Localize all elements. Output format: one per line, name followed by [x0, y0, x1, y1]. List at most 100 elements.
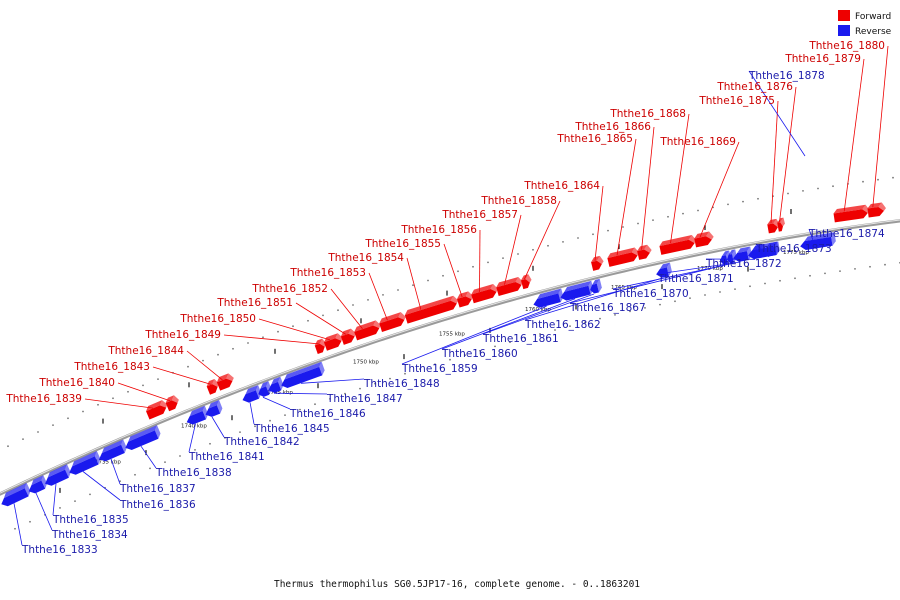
gene-arrow-side — [596, 255, 604, 265]
gene-arrow-face — [242, 390, 260, 403]
gene-arrow-top — [592, 278, 600, 285]
leader-line — [110, 458, 121, 485]
track-dots — [7, 176, 900, 530]
leader-line — [641, 126, 655, 250]
track-dot — [404, 372, 406, 375]
genome-caption: Thermus thermophilus SG0.5JP17-16, compl… — [274, 579, 640, 590]
forward-gene-arrow — [314, 338, 327, 355]
gene-arrow-top — [496, 277, 519, 288]
track-dot — [577, 237, 579, 239]
gene-arrow-side — [780, 217, 785, 227]
gene-arrow-face — [833, 209, 868, 223]
gene-arrow-side — [24, 482, 31, 497]
gene-label-ththe16-1880: Ththe16_1880 — [808, 40, 885, 52]
track-dot — [644, 307, 646, 309]
track-dot — [614, 314, 616, 316]
gene-arrow-top — [340, 328, 351, 337]
track-dot — [457, 270, 459, 273]
gene-arrow-top — [189, 405, 205, 417]
gene-arrow-top — [471, 284, 494, 295]
leader-line — [223, 334, 319, 345]
gene-arrow-side — [631, 247, 640, 256]
gene-arrow-side — [171, 395, 179, 403]
gene-arrow-face — [637, 249, 650, 260]
kbp-label: 1775 kbp — [783, 250, 809, 256]
gene-arrow-face — [733, 251, 749, 262]
gene-arrow-side — [373, 320, 381, 329]
track-dot — [322, 314, 324, 317]
forward-gene-arrow — [404, 295, 459, 324]
gene-arrow-face — [45, 469, 69, 486]
gene-arrow-side — [94, 450, 101, 465]
gene-arrow-face — [748, 246, 776, 260]
gene-arrow-side — [515, 277, 524, 285]
track-dot — [352, 304, 354, 306]
gene-arrow-side — [644, 244, 652, 253]
leader-line — [52, 483, 57, 516]
gene-arrow-side — [319, 361, 325, 376]
gene-label-ththe16-1875: Ththe16_1875 — [698, 95, 775, 107]
gene-label-ththe16-1878: Ththe16_1878 — [748, 70, 825, 82]
genome-backbone — [0, 219, 900, 496]
gene-arrow-face — [28, 480, 46, 494]
gene-arrow-face — [323, 338, 342, 351]
track-dot — [284, 414, 286, 416]
track-dot — [854, 268, 856, 270]
kbp-label: 1745 kbp — [267, 390, 293, 396]
track-dot — [547, 244, 549, 247]
leader-line — [13, 503, 23, 546]
leader-line — [330, 288, 363, 330]
leader-line — [211, 416, 225, 438]
track-dot — [817, 187, 819, 190]
track-dot — [592, 233, 594, 236]
track-dot — [502, 257, 504, 259]
gene-arrow-top — [314, 338, 323, 346]
track-dot — [652, 219, 654, 222]
reverse-gene-arrow — [125, 425, 161, 451]
gene-arrow-side — [278, 376, 284, 391]
track-dot — [67, 417, 69, 420]
track-dot — [157, 378, 159, 380]
track-dot — [554, 329, 556, 331]
forward-gene-arrow — [637, 244, 652, 260]
track-dot — [674, 300, 676, 303]
gene-label-ththe16-1867: Ththe16_1867 — [569, 302, 646, 314]
leader-line — [748, 70, 806, 157]
gene-arrow-side — [831, 232, 836, 246]
gene-arrow-side — [121, 439, 127, 454]
gene-label-ththe16-1849: Ththe16_1849 — [144, 329, 221, 341]
gene-label-ththe16-1846: Ththe16_1846 — [289, 408, 366, 420]
reverse-gene-arrow — [268, 376, 284, 393]
gene-arrow-side — [558, 288, 564, 303]
gene-arrow-side — [706, 231, 714, 240]
gene-arrow-face — [165, 400, 178, 412]
leader-line — [82, 471, 121, 501]
track-dot — [382, 294, 384, 296]
gene-arrow-top — [379, 312, 401, 324]
gene-label-ththe16-1876: Ththe16_1876 — [716, 81, 793, 93]
track-dot — [479, 349, 481, 352]
gene-arrow-face — [659, 239, 695, 255]
track-dot — [29, 520, 31, 523]
gene-arrow-face — [99, 444, 125, 462]
kbp-label: 1735 kbp — [95, 460, 121, 466]
gene-arrow-face — [457, 296, 472, 308]
track-dot — [344, 392, 346, 395]
gene-arrow-face — [520, 279, 530, 290]
gene-arrow-side — [202, 405, 209, 420]
track-dot — [892, 176, 894, 179]
gene-arrow-face — [1, 488, 29, 507]
leader-line — [524, 200, 561, 280]
track-dot — [727, 203, 729, 206]
gene-arrow-top — [591, 255, 600, 263]
reverse-gene-arrow — [533, 288, 564, 308]
track-dot — [412, 284, 414, 287]
kbp-label: 1755 kbp — [439, 332, 465, 338]
track-dot — [862, 180, 864, 183]
gene-arrow-side — [773, 241, 779, 256]
track-dot — [419, 368, 421, 370]
leader-line — [504, 214, 522, 285]
track-dot — [749, 285, 751, 288]
legend-reverse-swatch — [838, 25, 850, 36]
gene-arrow-top — [804, 232, 835, 242]
